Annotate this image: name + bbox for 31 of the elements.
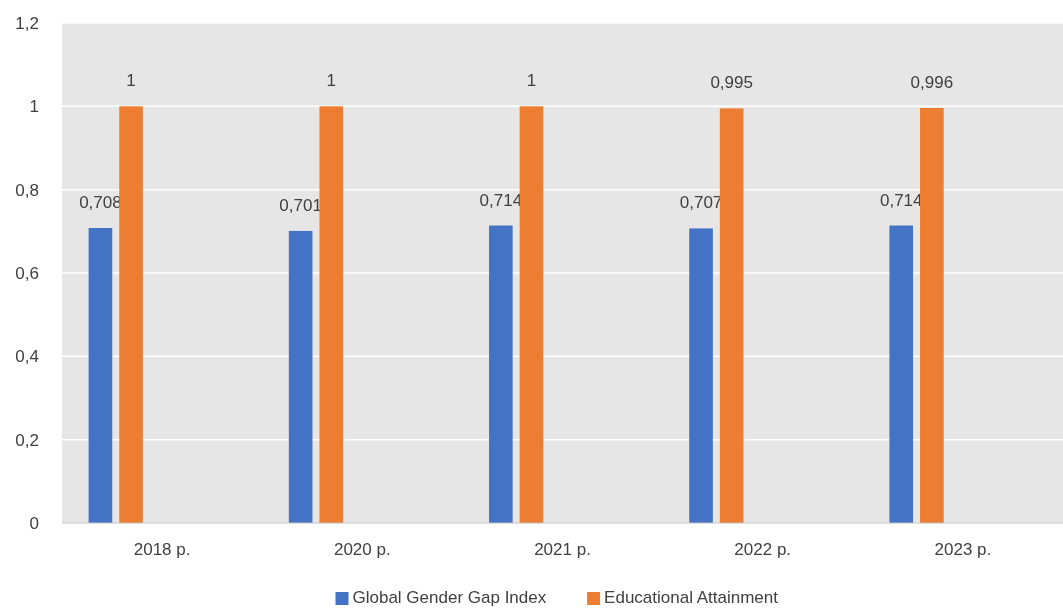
x-tick-label: 2020 р.: [333, 539, 391, 559]
bar: [689, 228, 713, 523]
x-tick-label: 2021 р.: [534, 539, 591, 559]
y-tick-label: 0,4: [15, 347, 39, 367]
bar: [889, 225, 914, 523]
bar: [920, 108, 944, 523]
y-tick-label: 0,6: [15, 263, 39, 283]
data-label: 0,707: [679, 193, 723, 213]
data-label: 1: [326, 71, 336, 91]
data-label: 0,995: [710, 73, 753, 93]
y-tick-label: 0: [29, 513, 39, 533]
x-tick-label: 2018 р.: [133, 539, 191, 559]
legend-label: Educational Attainment: [604, 588, 779, 607]
x-tick-label: 2023 р.: [934, 539, 992, 559]
bar: [319, 106, 344, 523]
legend-label: Global Gender Gap Index: [352, 588, 547, 607]
bar: [119, 106, 143, 523]
x-tick-label: 2022 р.: [734, 539, 792, 559]
bar: [88, 228, 113, 523]
data-label: 1: [126, 71, 136, 91]
bar: [519, 106, 544, 523]
data-label: 0,714: [479, 190, 523, 210]
data-label: 0,996: [910, 73, 954, 92]
bar: [489, 225, 513, 523]
y-tick-label: 0,8: [15, 180, 39, 200]
bar: [288, 230, 313, 523]
y-tick-label: 1,2: [15, 13, 39, 33]
y-tick-label: 0,2: [15, 430, 39, 450]
y-tick-label: 1: [29, 97, 39, 117]
data-label: 1: [526, 71, 537, 91]
bar: [719, 108, 744, 523]
